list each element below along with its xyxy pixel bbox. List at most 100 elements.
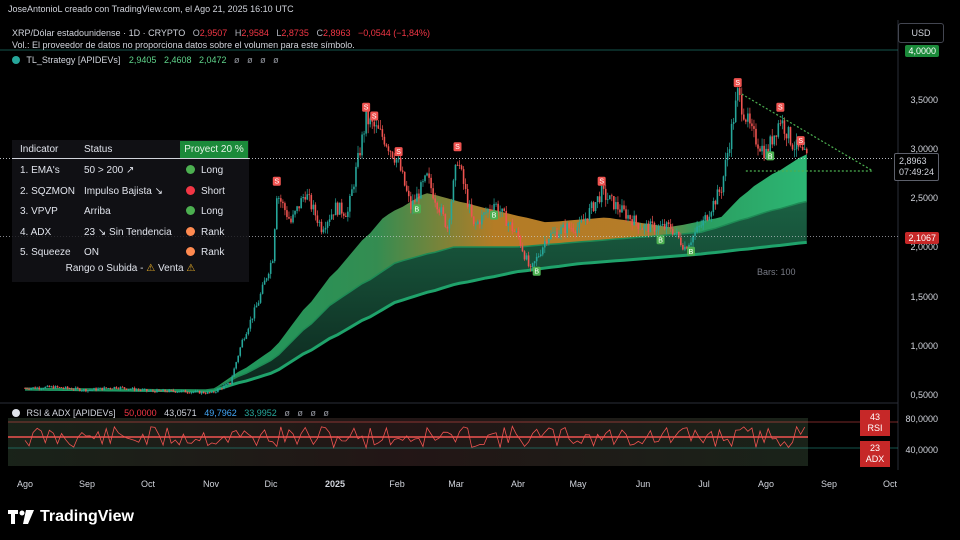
candle-body [700, 225, 702, 227]
candle-body [633, 215, 635, 226]
symbol-name[interactable]: XRP/Dólar estadounidense · 1D · CRYPTO [12, 28, 186, 38]
candle-body [460, 165, 463, 170]
candle-body [708, 216, 711, 221]
signal-label: S [798, 138, 803, 145]
candle-body [227, 382, 229, 385]
candle-body [724, 160, 727, 177]
candle-body [146, 389, 148, 391]
signal-badge [776, 102, 785, 112]
candle-body [225, 384, 227, 386]
candle-body [58, 387, 61, 388]
candle-body [76, 387, 79, 389]
candle-body [355, 166, 357, 187]
candle-body [653, 222, 656, 232]
candle-body [678, 231, 680, 238]
table-row: 2. SQZMON Impulso Bajista ↘ Short [20, 185, 225, 197]
candle-body [726, 152, 729, 161]
indicator-dot-icon [12, 409, 20, 417]
rsi-name: RSI & ADX [APIDEVs] [26, 408, 116, 418]
candle-body [32, 387, 34, 389]
candle-body [450, 201, 453, 220]
candle-body [178, 391, 181, 393]
adx-value-tag: 23 ADX [860, 441, 890, 467]
candle-body [342, 213, 345, 216]
candle-body [353, 186, 355, 190]
strategy-name: TL_Strategy [APIDEVs] [26, 55, 121, 65]
candle-body [269, 262, 272, 274]
candle-body [446, 227, 449, 229]
candle-body [501, 208, 503, 212]
candle-body [119, 386, 122, 389]
candle-body [68, 388, 71, 390]
candle-body [732, 122, 735, 124]
candle-body [377, 125, 380, 129]
candle-body [259, 293, 262, 303]
candle-body [316, 215, 319, 223]
candle-body [351, 189, 353, 196]
time-tick: Oct [140, 479, 156, 489]
candle-body [300, 198, 302, 209]
rsi-legend[interactable]: RSI & ADX [APIDEVs] 50,0000 43,0571 49,7… [12, 408, 334, 418]
candle-body [56, 386, 59, 388]
candle-body [87, 390, 89, 392]
status-dot-icon [186, 165, 195, 174]
candle-body [302, 197, 304, 199]
candle-body [405, 185, 408, 191]
signal-label: B [689, 249, 694, 256]
candle-body [509, 222, 512, 224]
rsi-line [24, 425, 806, 450]
candle-body [456, 164, 459, 166]
candle-body [186, 392, 189, 394]
table-footer: Rango o Subida - ⚠ Venta ⚠ [65, 263, 196, 274]
strategy-legend[interactable]: TL_Strategy [APIDEVs] 2,9405 2,4608 2,04… [12, 55, 284, 65]
candle-body [698, 225, 700, 227]
candle-body [631, 219, 633, 226]
candle-body [395, 159, 398, 163]
candle-body [665, 222, 668, 229]
candle-body [805, 148, 808, 154]
currency-button[interactable]: USD [898, 23, 944, 43]
candle-body [60, 387, 63, 388]
candle-body [361, 134, 363, 156]
signal-label: S [735, 80, 740, 87]
candle-body [541, 247, 544, 255]
candle-body [645, 223, 648, 226]
candle-body [671, 228, 674, 235]
candle-body [81, 390, 83, 392]
candle-body [83, 388, 85, 391]
candle-body [123, 387, 126, 389]
candle-body [113, 386, 116, 389]
candle-body [590, 202, 593, 209]
ema-cloud-fill [25, 154, 807, 391]
candle-body [657, 225, 660, 231]
candle-body [550, 233, 552, 240]
candle-body [692, 235, 694, 243]
candle-body [566, 223, 568, 234]
candle-body [233, 368, 235, 377]
candle-body [529, 266, 532, 267]
candle-body [144, 389, 146, 390]
time-tick: Abr [510, 479, 526, 489]
candle-body [64, 386, 67, 389]
candle-body [52, 386, 55, 389]
byline: JoseAntonioL creado con TradingView.com,… [8, 4, 294, 14]
bar-countdown: 07:49:24 [898, 167, 934, 177]
signal-label: S [599, 179, 604, 186]
candle-body [781, 120, 784, 124]
candle-body [675, 231, 678, 234]
candle-body [340, 202, 343, 214]
candle-body [586, 218, 589, 221]
candle-body [221, 388, 223, 390]
candle-body [180, 390, 183, 392]
candle-body [208, 391, 211, 393]
candle-body [284, 203, 286, 211]
volume-note: Vol.: El proveedor de datos no proporcio… [12, 40, 355, 50]
candle-body [359, 152, 361, 156]
candle-body [387, 146, 390, 152]
candle-body [580, 220, 583, 222]
candle-body [655, 230, 658, 232]
signal-label: S [372, 114, 377, 121]
signal-badge [453, 142, 462, 152]
candle-body [769, 136, 771, 153]
